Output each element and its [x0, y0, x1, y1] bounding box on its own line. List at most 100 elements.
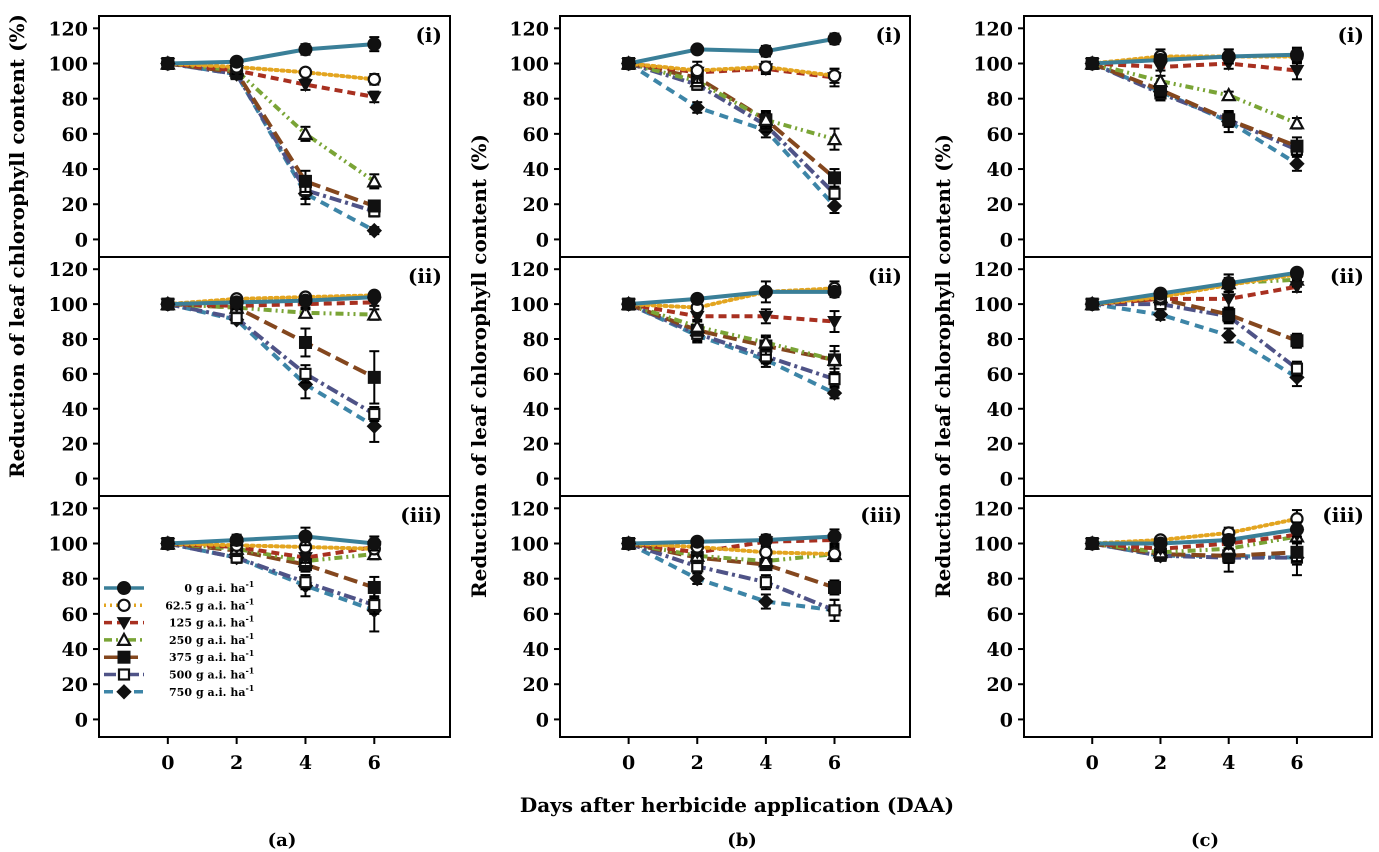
y-tick-label: 120	[509, 259, 549, 281]
y-tick-label: 60	[62, 604, 88, 626]
legend-marker-6	[116, 684, 132, 700]
y-tick-label: 100	[48, 53, 88, 75]
data-point-6	[826, 198, 843, 214]
y-tick-label: 0	[536, 709, 549, 731]
y-tick-label: 20	[62, 194, 88, 216]
series-line-2	[1092, 532, 1298, 551]
data-point-1	[367, 72, 381, 87]
data-point-1	[759, 60, 773, 74]
series-line-6	[627, 541, 835, 613]
series-line-1	[165, 541, 377, 551]
series-line-3	[1091, 61, 1298, 126]
legend-unit-superscript: -1	[245, 648, 254, 658]
y-tick-label: 60	[987, 124, 1013, 146]
series-line-2	[167, 300, 375, 308]
y-tick-label: 80	[987, 569, 1013, 591]
series-line-6	[627, 302, 836, 395]
data-point-6	[1289, 156, 1305, 172]
panel-0-0	[159, 36, 383, 239]
y-tick-label: 20	[62, 434, 88, 456]
legend-unit: g a.i. ha-1	[196, 683, 254, 699]
data-point-3	[689, 318, 706, 333]
series-line-4	[628, 61, 836, 180]
series-line-3	[627, 302, 835, 362]
data-point-0	[758, 532, 773, 547]
data-point-3	[366, 173, 383, 188]
data-point-4	[828, 171, 842, 185]
legend-item-4: 375 g a.i. ha-1	[104, 648, 254, 664]
data-point-3	[297, 304, 314, 319]
data-point-3	[826, 351, 843, 367]
y-tick-label: 0	[1000, 469, 1013, 491]
panel-1-0	[620, 31, 843, 215]
y-tick-label: 80	[62, 569, 88, 591]
data-point-4	[1222, 113, 1236, 127]
data-point-0	[621, 536, 636, 551]
series-line-0	[628, 534, 835, 546]
subpanel-label: (i)	[1337, 23, 1364, 47]
y-tick-label: 60	[523, 124, 549, 146]
x-tick-label: 2	[691, 752, 704, 774]
x-tick-label: 6	[1290, 752, 1303, 774]
legend-dose: 500	[169, 669, 192, 682]
y-tick-label: 40	[62, 159, 88, 181]
subpanel-label: (i)	[415, 23, 442, 47]
y-tick-label: 20	[523, 674, 549, 696]
legend-dose: 125	[169, 617, 192, 630]
legend-unit-superscript: -1	[245, 579, 254, 589]
data-point-0	[1289, 522, 1304, 537]
y-tick-label: 100	[48, 533, 88, 555]
panel-0-1	[159, 288, 383, 443]
series-line-0	[1092, 527, 1298, 546]
legend-unit: g a.i. ha-1	[196, 648, 254, 664]
y-axis-title-col-c: Reduction of leaf chlorophyll content (%…	[931, 134, 955, 598]
legend-marker-3	[116, 631, 132, 647]
legend-unit-superscript: -1	[245, 631, 254, 641]
y-tick-label: 20	[523, 194, 549, 216]
y-tick-label: 120	[509, 498, 549, 520]
subpanel-label: (iii)	[400, 503, 442, 527]
legend-item-6: 750 g a.i. ha-1	[104, 683, 254, 700]
data-point-0	[229, 295, 244, 310]
legend-dose: 62.5	[165, 599, 192, 612]
data-point-0	[621, 56, 636, 71]
series-line-4	[167, 302, 376, 380]
y-tick-label: 80	[523, 569, 549, 591]
series-line-4	[1092, 296, 1298, 343]
data-point-0	[1221, 49, 1236, 64]
data-point-5	[299, 367, 312, 380]
data-point-5	[299, 576, 312, 589]
data-point-3	[758, 552, 774, 568]
y-tick-label: 100	[973, 53, 1013, 75]
y-tick-label: 0	[75, 469, 88, 491]
data-point-0	[367, 37, 382, 52]
legend-item-1: 62.5 g a.i. ha-1	[104, 596, 254, 612]
column-frame-1	[559, 15, 911, 738]
x-tick-label: 0	[1086, 752, 1099, 774]
data-point-1	[827, 69, 842, 83]
y-tick-label: 60	[987, 604, 1013, 626]
legend-item-5: 500 g a.i. ha-1	[104, 666, 254, 682]
y-tick-label: 0	[75, 709, 88, 731]
data-point-4	[1290, 139, 1304, 153]
data-point-0	[1289, 47, 1304, 62]
column-frame-2	[1023, 15, 1373, 738]
y-tick-label: 120	[973, 498, 1013, 520]
panel-2-2	[1084, 509, 1305, 577]
data-point-2	[298, 79, 313, 93]
series-line-2	[628, 61, 835, 80]
series-line-2	[1092, 284, 1298, 307]
data-point-6	[1152, 306, 1169, 323]
data-point-0	[160, 56, 175, 71]
data-point-4	[298, 174, 312, 188]
series-line-2	[167, 541, 375, 560]
x-tick-label: 4	[1222, 752, 1235, 774]
y-tick-label: 20	[523, 434, 549, 456]
series-line-4	[167, 61, 375, 208]
data-point-0	[827, 31, 842, 46]
data-point-4	[367, 199, 381, 213]
series-line-3	[167, 541, 375, 564]
series-line-3	[167, 302, 375, 317]
series-line-6	[1091, 302, 1298, 380]
